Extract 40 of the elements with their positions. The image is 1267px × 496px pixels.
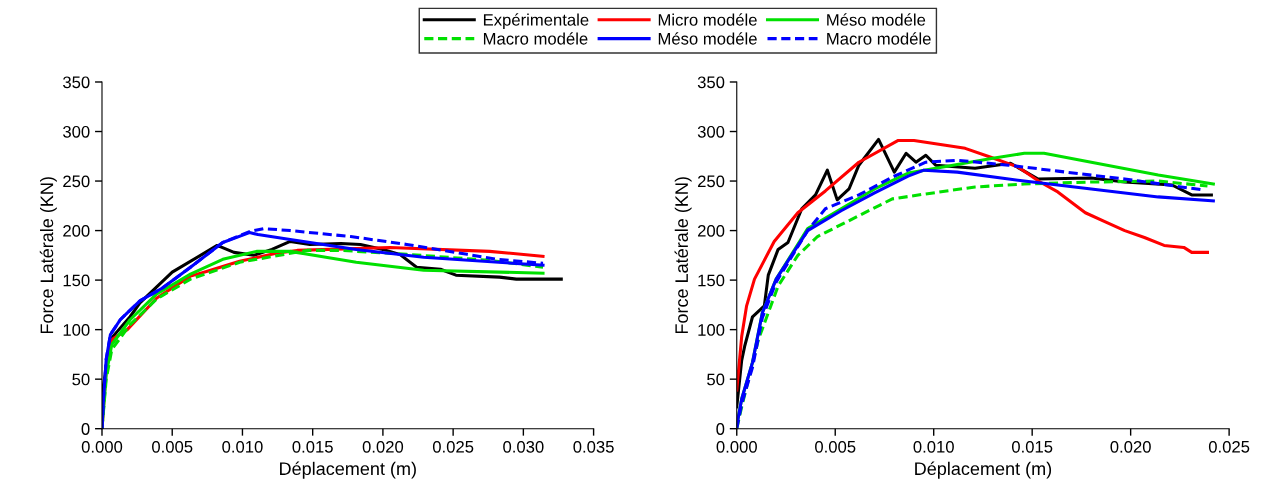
y-tick-label: 250	[697, 175, 725, 188]
y-tick-label: 350	[697, 76, 725, 89]
y-tick-label: 200	[63, 224, 90, 237]
x-tick-label: 0.020	[362, 440, 404, 453]
y-tick-label: 300	[697, 125, 725, 138]
x-axis-title: Déplacement (m)	[915, 461, 1052, 479]
x-tick-label: 0.005	[152, 440, 193, 453]
x-tick-label: 0.025	[1208, 440, 1250, 453]
x-tick-label: 0.035	[573, 440, 614, 453]
x-tick-label: 0.025	[432, 440, 474, 453]
legend-label: Méso modéle	[658, 32, 757, 45]
x-tick-label: 0.010	[222, 440, 263, 453]
y-tick-label: 200	[697, 224, 725, 237]
legend-label: Macro modéle	[827, 32, 931, 45]
y-tick-label: 50	[72, 373, 90, 386]
y-axis-title: Force Latérale (KN)	[674, 177, 692, 334]
x-tick-label: 0.020	[1110, 440, 1151, 453]
y-tick-label: 0	[81, 423, 90, 435]
x-tick-label: 0.015	[1011, 440, 1053, 453]
y-tick-label: 50	[707, 373, 725, 386]
x-tick-label: 0.015	[292, 440, 333, 453]
y-tick-label: 300	[63, 125, 90, 138]
y-tick-label: 100	[698, 324, 725, 336]
legend-label: Méso modéle	[827, 13, 926, 26]
x-axis-title: Déplacement (m)	[280, 461, 416, 479]
y-tick-label: 150	[63, 274, 90, 287]
x-tick-label: 0.030	[503, 440, 544, 453]
y-tick-label: 250	[63, 175, 90, 188]
y-axis-title: Force Latérale (KN)	[39, 177, 57, 334]
legend-label: Expérimentale	[483, 13, 589, 30]
legend-label: Micro modéle	[658, 13, 757, 26]
legend-label: Macro modéle	[483, 32, 588, 45]
y-tick-label: 0	[716, 423, 725, 435]
x-tick-label: 0.000	[716, 440, 757, 453]
y-tick-label: 350	[63, 76, 90, 89]
y-tick-label: 100	[63, 324, 90, 336]
x-tick-label: 0.005	[815, 440, 856, 453]
x-tick-label: 0.010	[913, 440, 954, 453]
y-tick-label: 150	[698, 274, 725, 287]
x-tick-label: 0.000	[81, 440, 123, 453]
